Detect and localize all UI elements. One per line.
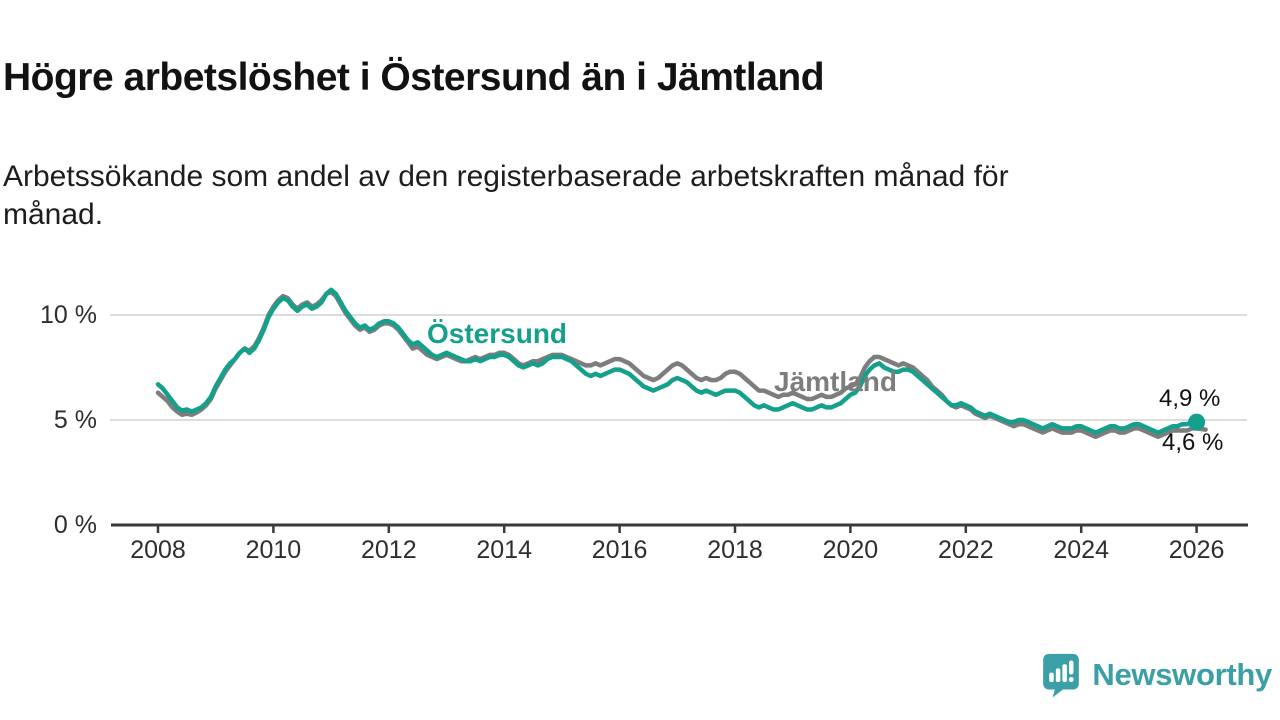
series-label-jamtland: Jämtland [774, 366, 897, 397]
x-tick-label: 2026 [1168, 536, 1225, 564]
newsworthy-logo: Newsworthy [1040, 652, 1272, 698]
series-label-ostersund: Östersund [427, 318, 568, 349]
newsworthy-logo-text: Newsworthy [1092, 657, 1272, 692]
chart-title: Högre arbetslöshet i Östersund än i Jämt… [3, 56, 825, 100]
x-tick-label: 2016 [591, 536, 648, 564]
end-value-jamtland: 4,6 % [1162, 429, 1224, 456]
x-tick-label: 2020 [822, 536, 879, 564]
x-tick-label: 2022 [937, 536, 994, 564]
x-tick-label: 2024 [1053, 536, 1109, 564]
end-value-ostersund: 4,9 % [1159, 385, 1221, 412]
x-tick-label: 2014 [476, 536, 532, 564]
y-tick-label: 10 % [40, 301, 97, 329]
y-tick-label: 5 % [53, 406, 97, 434]
newsworthy-logo-icon [1043, 653, 1080, 698]
x-tick-label: 2012 [360, 536, 417, 564]
x-tick-label: 2008 [130, 536, 186, 564]
x-tick-label: 2018 [707, 536, 763, 564]
chart-subtitle: Arbetssökande som andel av den registerb… [3, 160, 1009, 231]
y-tick-label: 0 % [53, 511, 97, 539]
x-tick-label: 2010 [245, 536, 302, 564]
